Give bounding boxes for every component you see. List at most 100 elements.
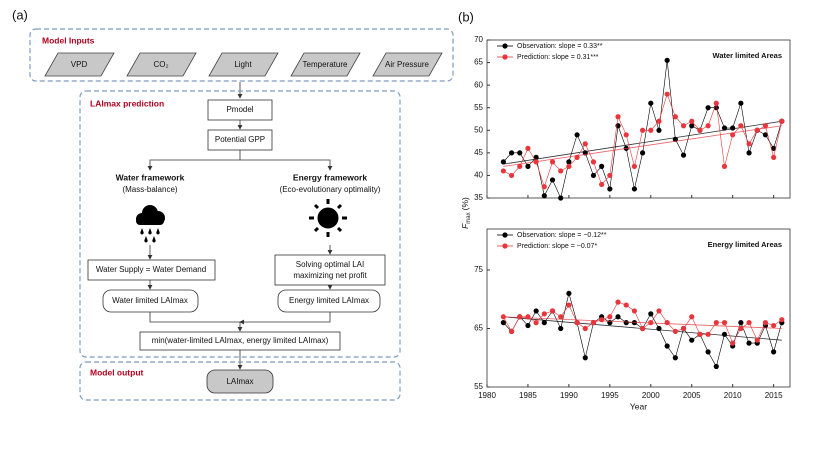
plot-frame [486, 39, 791, 199]
y-label-subscript: max [466, 212, 472, 223]
water-sub: (Mass-balance) [122, 185, 177, 194]
legend-marker [502, 43, 508, 49]
inputs-container [29, 28, 454, 82]
point [689, 314, 695, 320]
y-tick-label: 40 [474, 171, 483, 180]
input-shape [290, 52, 361, 77]
output-box [206, 369, 274, 394]
x-tick-label: 2000 [642, 391, 660, 400]
point [680, 152, 687, 158]
panel-label: (b) [458, 9, 474, 24]
point [713, 100, 719, 106]
point [705, 349, 711, 355]
point [599, 181, 605, 188]
point [590, 172, 597, 179]
x-tick-label: 2005 [683, 391, 701, 400]
point [607, 314, 613, 320]
arrow [149, 312, 243, 332]
water-lai-label: Water limited LAImax [112, 296, 188, 305]
point [541, 311, 547, 317]
point [721, 331, 728, 337]
y-tick-label: 55 [474, 103, 483, 112]
legend-marker [502, 54, 508, 60]
point [639, 325, 646, 332]
inputs-title: Model Inputs [42, 35, 95, 45]
point [689, 118, 695, 124]
point [541, 184, 547, 190]
point [771, 322, 777, 329]
point [656, 325, 662, 332]
sun-icon [309, 199, 347, 237]
point [762, 132, 769, 138]
x-tick-label: 1990 [560, 391, 578, 400]
point [689, 123, 695, 129]
point [639, 150, 646, 156]
point [697, 127, 703, 133]
trend-line [503, 316, 782, 329]
input-label: VPD [71, 60, 88, 69]
point [517, 150, 523, 156]
y-tick-label: 45 [474, 148, 483, 157]
y-tick-label: 65 [474, 324, 483, 333]
point [631, 308, 638, 314]
y-tick-label: 60 [474, 80, 483, 89]
point [599, 163, 605, 169]
input-label: Light [234, 60, 252, 69]
y-tick-label: 55 [474, 382, 483, 391]
point [754, 337, 760, 343]
point [713, 363, 719, 370]
point [771, 349, 777, 355]
point [689, 337, 695, 343]
point [730, 340, 736, 346]
point [721, 320, 728, 326]
point [713, 320, 719, 326]
point [779, 118, 785, 124]
point [738, 100, 744, 106]
point [779, 317, 785, 323]
point [615, 123, 621, 129]
energy-title: Energy framework [293, 172, 367, 182]
point [558, 314, 564, 320]
series [500, 57, 785, 201]
point [623, 132, 629, 138]
energy-lai-box [277, 289, 381, 313]
point [664, 320, 670, 326]
x-tick-label: 2015 [765, 391, 783, 400]
point [631, 163, 638, 169]
y-tick-label: 50 [474, 125, 483, 134]
point [525, 145, 531, 151]
point [508, 150, 515, 156]
point [648, 320, 654, 326]
point [648, 127, 654, 133]
point [533, 308, 539, 314]
point [533, 159, 539, 165]
point [525, 314, 531, 320]
point [500, 168, 506, 174]
point [705, 105, 711, 111]
point [566, 290, 572, 296]
point [508, 328, 515, 335]
panel-b: (b) Fmax (%) 35 40 45 50 55 60 65 70 Water limite… [458, 9, 791, 411]
output-container [79, 361, 401, 401]
point [738, 123, 744, 129]
point [533, 320, 539, 326]
x-tick-label: 1985 [519, 391, 537, 400]
y-axis-label: Fmax (%) [460, 197, 471, 229]
legend-marker [502, 232, 508, 238]
point [574, 320, 580, 326]
input-shape [126, 52, 197, 77]
water-lai-box [102, 289, 199, 313]
point [746, 320, 752, 326]
point [590, 320, 597, 326]
point [533, 154, 539, 160]
arrow [239, 312, 331, 325]
output-title: Model output [90, 367, 144, 377]
input-shape [372, 52, 443, 77]
point [623, 320, 629, 326]
x-tick-label: 2010 [724, 391, 742, 400]
arrow [147, 150, 241, 171]
point [615, 299, 621, 305]
prediction-title: LAImax prediction [90, 98, 164, 108]
point [582, 355, 588, 361]
